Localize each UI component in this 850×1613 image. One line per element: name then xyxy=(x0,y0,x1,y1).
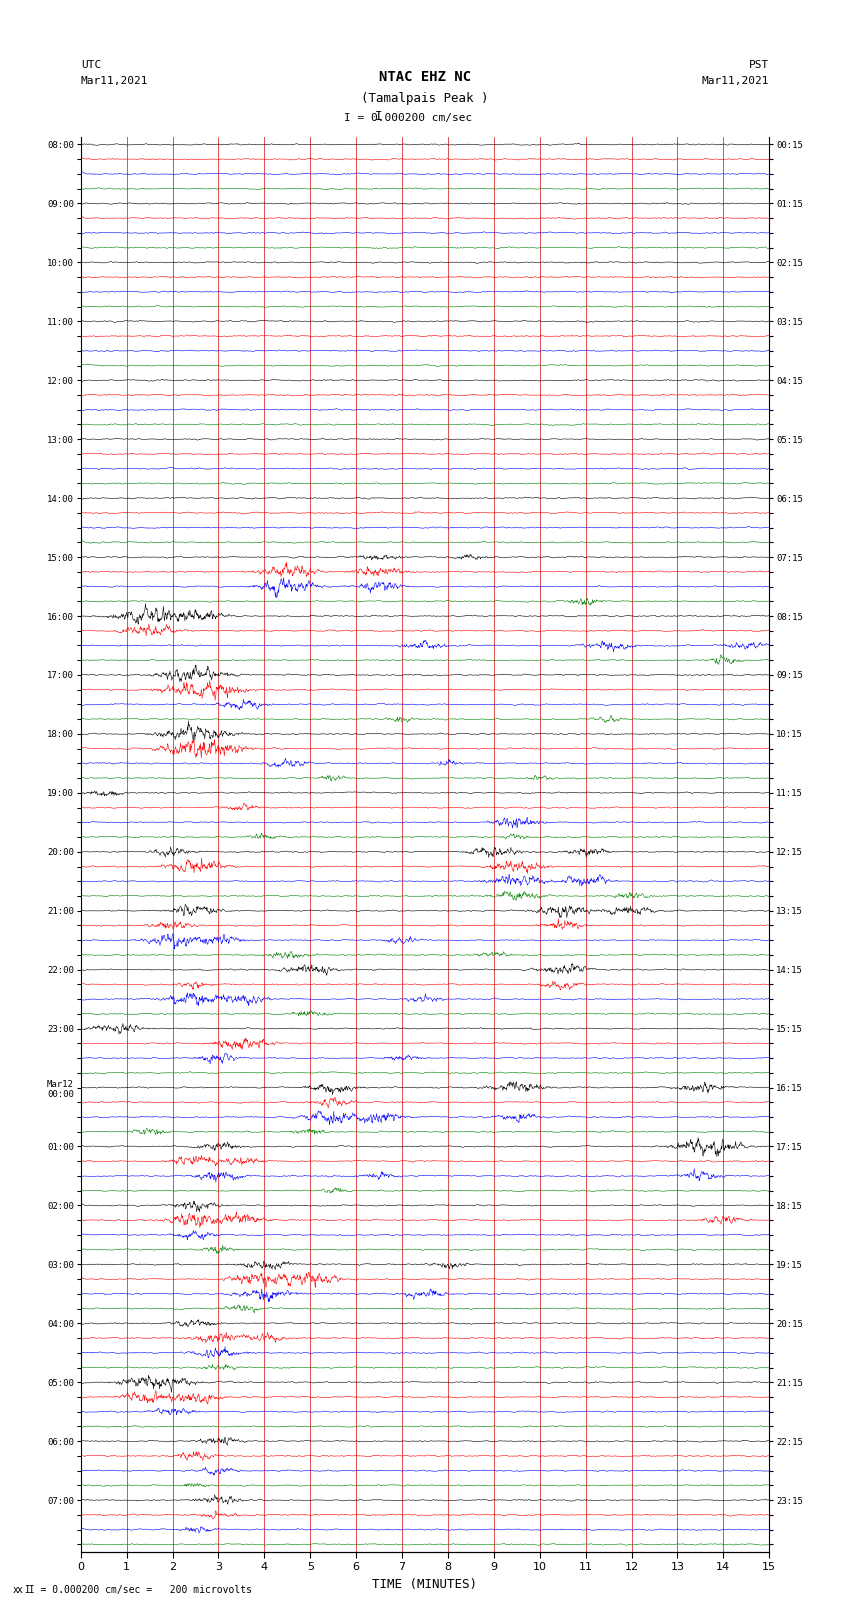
Text: x I = 0.000200 cm/sec =   200 microvolts: x I = 0.000200 cm/sec = 200 microvolts xyxy=(17,1586,252,1595)
Text: (Tamalpais Peak ): (Tamalpais Peak ) xyxy=(361,92,489,105)
Text: I: I xyxy=(375,110,382,124)
Text: Mar11,2021: Mar11,2021 xyxy=(81,76,148,85)
Text: UTC: UTC xyxy=(81,60,101,69)
Text: I = 0.000200 cm/sec: I = 0.000200 cm/sec xyxy=(344,113,472,123)
Text: x I: x I xyxy=(13,1586,31,1595)
X-axis label: TIME (MINUTES): TIME (MINUTES) xyxy=(372,1578,478,1590)
Text: NTAC EHZ NC: NTAC EHZ NC xyxy=(379,71,471,84)
Text: PST: PST xyxy=(749,60,769,69)
Text: Mar11,2021: Mar11,2021 xyxy=(702,76,769,85)
